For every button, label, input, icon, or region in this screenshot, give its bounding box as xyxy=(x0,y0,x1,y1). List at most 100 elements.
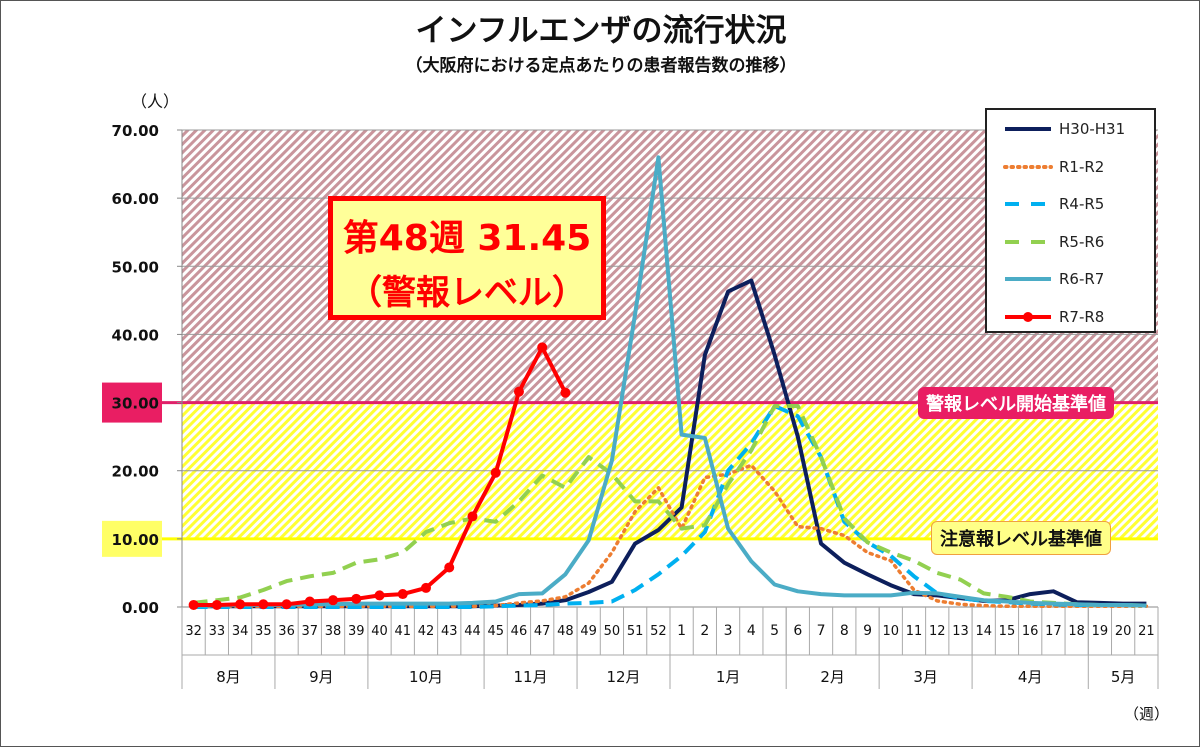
y-tick-label: 10.00 xyxy=(112,531,159,549)
legend-item: R1-R2 xyxy=(1003,157,1104,177)
data-point xyxy=(235,599,246,610)
month-label: 8月 xyxy=(216,668,241,686)
y-tick-label: 50.00 xyxy=(112,258,159,276)
legend-label: R1-R2 xyxy=(1059,157,1105,176)
data-point xyxy=(281,599,292,610)
warning-tick-highlight xyxy=(102,382,162,423)
legend-item: R5-R6 xyxy=(1003,232,1104,252)
data-point xyxy=(467,511,478,522)
x-tick-label: 48 xyxy=(557,624,574,639)
data-point xyxy=(397,589,408,600)
legend-swatch-icon xyxy=(1005,311,1051,322)
data-point xyxy=(444,562,455,573)
legend-label: R7-R8 xyxy=(1059,307,1105,326)
x-tick-label: 18 xyxy=(1068,624,1085,639)
x-tick-label: 34 xyxy=(232,624,249,639)
x-tick-label: 36 xyxy=(278,624,295,639)
legend: H30-H31 R1-R2 R4-R5 R5-R6 R6-R7 R7-R8 xyxy=(985,108,1156,333)
x-tick-label: 20 xyxy=(1115,624,1132,639)
x-tick-label: 1 xyxy=(677,623,686,639)
x-tick-label: 7 xyxy=(817,623,826,639)
data-point xyxy=(537,342,548,353)
chart-subtitle: （大阪府における定点あたりの患者報告数の推移） xyxy=(405,56,797,76)
y-tick-label: 0.00 xyxy=(122,599,159,617)
x-tick-label: 42 xyxy=(418,624,435,639)
x-tick-label: 2 xyxy=(700,623,709,639)
caution-threshold-label: 注意報レベル基準値 xyxy=(931,521,1111,555)
month-label: 5月 xyxy=(1111,668,1136,686)
x-tick-label: 15 xyxy=(999,624,1016,639)
x-tick-label: 45 xyxy=(487,624,504,639)
y-tick-label: 60.00 xyxy=(112,190,159,208)
data-point xyxy=(351,593,362,604)
x-tick-label: 43 xyxy=(441,624,458,639)
series-R1-R2 xyxy=(191,463,1149,609)
series-line xyxy=(193,155,1147,608)
x-tick-label: 41 xyxy=(394,624,411,639)
x-tick-label: 50 xyxy=(604,624,621,639)
legend-swatch-icon xyxy=(1005,277,1051,281)
series-R6-R7 xyxy=(193,155,1147,608)
chart-title: インフルエンザの流行状況 xyxy=(415,13,787,49)
legend-item: H30-H31 xyxy=(1003,119,1125,139)
data-point xyxy=(188,599,199,610)
legend-label: R6-R7 xyxy=(1059,270,1105,288)
x-tick-label: 14 xyxy=(975,624,992,639)
month-label: 4月 xyxy=(1018,668,1043,686)
x-tick-label: 40 xyxy=(371,624,388,639)
x-tick-label: 33 xyxy=(209,624,226,639)
x-tick-label: 10 xyxy=(882,624,899,639)
legend-label: R5-R6 xyxy=(1059,232,1105,251)
x-tick-label: 9 xyxy=(863,623,872,639)
month-label: 2月 xyxy=(820,668,845,686)
x-tick-label: 52 xyxy=(650,624,667,639)
x-tick-label: 19 xyxy=(1092,624,1109,639)
x-tick-label: 49 xyxy=(580,624,597,639)
legend-swatch-icon xyxy=(1005,127,1051,131)
x-tick-label: 4 xyxy=(747,623,756,639)
x-tick-label: 21 xyxy=(1138,624,1155,639)
x-tick-label: 3 xyxy=(724,623,733,639)
x-tick-label: 51 xyxy=(627,624,644,639)
data-point xyxy=(328,595,339,606)
x-tick-label: 16 xyxy=(1022,624,1039,639)
data-point xyxy=(560,387,571,398)
y-axis-unit: （人） xyxy=(131,92,179,111)
month-label: 1月 xyxy=(716,668,741,686)
series-line xyxy=(191,463,1149,609)
x-tick-label: 8 xyxy=(840,623,849,639)
data-point xyxy=(490,467,501,478)
legend-item: R6-R7 xyxy=(1003,269,1104,289)
caution-tick-highlight xyxy=(102,520,162,557)
callout-week-value: 第48週 31.45 xyxy=(342,218,592,259)
month-label: 9月 xyxy=(309,668,334,686)
x-axis-unit: （週） xyxy=(1124,705,1169,723)
x-tick-label: 37 xyxy=(302,624,319,639)
x-tick-label: 17 xyxy=(1045,624,1062,639)
x-tick-label: 46 xyxy=(511,624,528,639)
series-R7-R8 xyxy=(188,342,571,610)
legend-item: R4-R5 xyxy=(1003,194,1104,214)
y-tick-label: 30.00 xyxy=(112,395,159,413)
data-point xyxy=(374,590,385,601)
month-label: 10月 xyxy=(409,668,443,686)
series-line xyxy=(193,404,1147,608)
legend-label: R4-R5 xyxy=(1059,195,1105,213)
series-R5-R6 xyxy=(193,404,1147,608)
x-tick-label: 11 xyxy=(906,624,923,639)
x-tick-label: 35 xyxy=(255,624,272,639)
y-tick-label: 40.00 xyxy=(112,326,159,344)
x-tick-label: 32 xyxy=(185,624,202,639)
data-point xyxy=(211,599,222,610)
month-label: 12月 xyxy=(606,668,640,686)
current-week-callout: 第48週 31.45 （警報レベル） xyxy=(328,196,606,320)
data-point xyxy=(513,386,524,397)
x-tick-label: 6 xyxy=(793,623,802,639)
callout-level: （警報レベル） xyxy=(348,273,586,313)
warning-threshold-label: 警報レベル開始基準値 xyxy=(918,387,1114,419)
x-tick-label: 47 xyxy=(534,624,551,639)
data-point xyxy=(421,582,431,593)
x-tick-label: 39 xyxy=(348,624,365,639)
legend-swatch-icon xyxy=(1003,164,1053,169)
